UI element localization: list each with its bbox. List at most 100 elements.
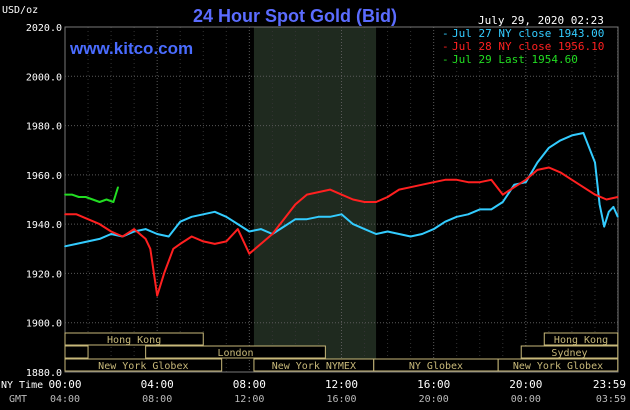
series-point-2 [202, 240, 205, 243]
series-point-2 [501, 193, 504, 196]
series-point-2 [421, 183, 423, 186]
session-box-small [64, 345, 89, 359]
series-point-2 [409, 186, 412, 188]
series-point-1 [398, 233, 400, 235]
series-point-1 [75, 243, 78, 245]
session-box-sydney [520, 345, 619, 359]
series-point-1 [467, 213, 470, 216]
y-axis-labels: 2020.0 2000.0 1980.0 1960.0 1940.0 1920.0 1900… [26, 23, 62, 379]
session-label-london: London [217, 348, 253, 359]
series-point-1 [598, 203, 601, 206]
series-point-1 [306, 218, 308, 221]
series-point-2 [110, 230, 112, 233]
series-point-2 [525, 178, 527, 181]
legend: - Jul 27 NY close 1943.00- Jul 28 NY close… [442, 27, 604, 66]
series-point-2 [432, 181, 435, 184]
series-point-2 [455, 178, 458, 181]
session-box-hong-kong-1 [64, 332, 204, 346]
series-point-2 [294, 203, 297, 206]
x-tick-gmt: 16:00 [326, 394, 356, 405]
x-axis-labels: NY Time GMT 00:00 04:00 08:00 12:00 16:00 20:… [1, 378, 626, 405]
series-point-3 [117, 186, 119, 188]
series-point-2 [559, 171, 562, 174]
chart-title: 24 Hour Spot Gold (Bid) [193, 6, 397, 26]
x-tick-ny: 12:00 [325, 378, 358, 391]
series-lines [64, 132, 619, 297]
x-tick-ny: 16:00 [417, 378, 450, 391]
series-point-1 [594, 161, 596, 164]
series-point-2 [144, 238, 147, 240]
x-tick-ny: 20:00 [509, 378, 542, 391]
x-tick-gmt: 08:00 [142, 394, 172, 405]
legend-entry-1: Jul 27 NY close 1943.00 [452, 27, 604, 40]
session-box-ny-globex-1 [64, 358, 223, 372]
session-label-ny-globex-1: New York Globex [98, 361, 188, 372]
series-point-3 [71, 193, 73, 196]
x-tick-gmt: 03:59 [596, 394, 626, 405]
series-point-1 [133, 230, 135, 233]
series-point-1 [283, 225, 285, 228]
series-point-2 [213, 243, 216, 245]
session-box-ny-globex-3 [497, 358, 619, 372]
series-point-2 [283, 218, 285, 221]
series-point-1 [548, 146, 550, 149]
x-tick-ny: 23:59 [593, 378, 626, 391]
session-label-hong-kong-2: Hong Kong [554, 335, 608, 346]
x-tick-ny: 04:00 [141, 378, 174, 391]
series-point-1 [260, 228, 262, 230]
series-point-1 [409, 235, 412, 238]
series-point-2 [149, 247, 152, 250]
series-point-1 [213, 211, 216, 213]
series-point-2 [172, 247, 175, 250]
series-point-1 [98, 238, 101, 240]
plot-frame [64, 26, 619, 373]
series-point-2 [133, 228, 135, 230]
series-point-1 [536, 161, 539, 164]
series-point-2 [352, 198, 354, 201]
series-point-2 [398, 188, 400, 191]
series-point-1 [571, 134, 573, 137]
series-point-2 [225, 240, 228, 243]
x-tick-gmt: 20:00 [419, 394, 449, 405]
series-point-1 [144, 228, 147, 230]
session-label-ny-nymex: New York NYMEX [272, 361, 356, 372]
x-tick-gmt: 04:00 [50, 394, 80, 405]
series-point-1 [329, 215, 331, 218]
legend-entry-2: Jul 28 NY close 1956.10 [452, 40, 604, 53]
x-axis-row2-label: GMT [9, 394, 27, 405]
series-point-2 [271, 233, 274, 235]
series-point-1 [559, 139, 562, 142]
series-point-2 [121, 235, 124, 238]
series-point-2 [340, 193, 343, 196]
series-point-1 [363, 228, 366, 230]
series-point-3 [64, 193, 66, 196]
y-tick-label: 1880.0 [26, 368, 62, 379]
series-point-2 [163, 272, 165, 275]
y-tick-label: 1960.0 [26, 171, 62, 182]
series-point-2 [98, 223, 101, 225]
series-point-1 [603, 225, 605, 228]
session-bars: Hong Kong London New York Globex New York N… [64, 332, 619, 372]
timestamp: July 29, 2020 02:23 [478, 14, 604, 27]
series-point-2 [375, 201, 377, 203]
series-point-1 [612, 206, 615, 208]
series-point-2 [444, 178, 446, 181]
series-point-3 [78, 196, 80, 198]
legend-dash-3: - [442, 53, 449, 66]
y-tick-label: 1900.0 [26, 319, 62, 330]
x-axis-row1-label: NY Time [1, 380, 43, 391]
series-point-2 [582, 186, 585, 188]
series-point-1 [110, 233, 112, 235]
series-point-2 [64, 213, 66, 216]
series-point-1 [248, 230, 251, 233]
series-point-1 [455, 215, 458, 218]
series-point-1 [237, 223, 239, 225]
series-point-1 [525, 181, 527, 184]
series-point-2 [306, 193, 308, 196]
series-point-1 [432, 228, 435, 230]
series-point-1 [352, 223, 354, 225]
series-point-2 [260, 243, 262, 245]
y-tick-label: 2000.0 [26, 72, 62, 83]
series-point-1 [190, 215, 193, 218]
